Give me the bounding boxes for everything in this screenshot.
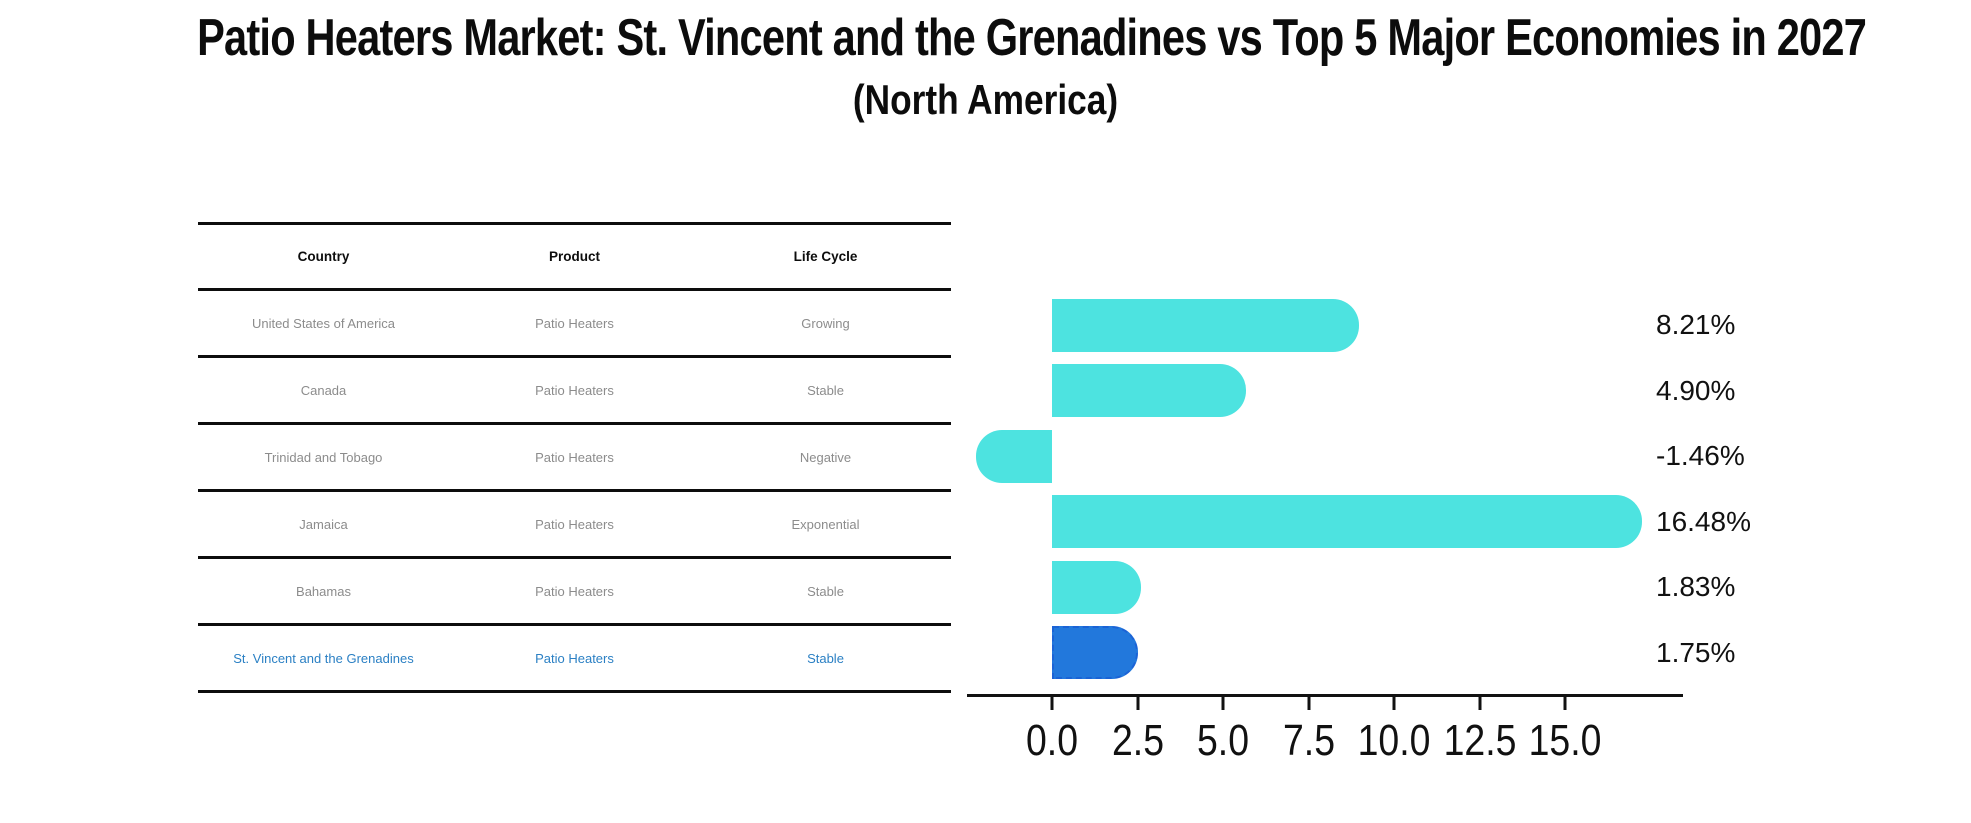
cell-product: Patio Heaters [535, 315, 614, 331]
bar-bahamas [1052, 560, 1142, 614]
x-axis-tick-label: 15.0 [1528, 716, 1602, 765]
cell-life-cycle: Stable [807, 382, 844, 398]
bar-value-label: 16.48% [1656, 505, 1751, 537]
table-row: Canada Patio Heaters Stable [198, 358, 951, 425]
x-axis-tick-label: 2.5 [1111, 716, 1164, 765]
cell-product: Patio Heaters [535, 650, 614, 666]
column-header-country: Country [297, 249, 350, 264]
bar-value-label: 1.75% [1656, 636, 1736, 668]
table-header-row: Country Product Life Cycle [198, 225, 951, 291]
cell-country: Trinidad and Tobago [264, 449, 383, 465]
cell-country: United States of America [251, 315, 396, 331]
table-row: Jamaica Patio Heaters Exponential [198, 492, 951, 559]
bar-value-label: 1.83% [1656, 571, 1736, 602]
cell-country: St. Vincent and the Grenadines [233, 650, 414, 666]
x-axis-line [967, 694, 1683, 697]
cell-product: Patio Heaters [535, 382, 614, 398]
cell-product: Patio Heaters [535, 449, 614, 465]
country-table: Country Product Life Cycle United States… [198, 222, 951, 693]
x-axis-tick [1136, 697, 1139, 710]
bar-canada [1052, 364, 1247, 417]
bar-value-label: -1.46% [1656, 440, 1745, 471]
bar-value-label: 8.21% [1656, 309, 1736, 340]
x-axis-tick-label: 10.0 [1357, 716, 1431, 765]
x-axis-tick-label: 0.0 [1026, 716, 1078, 765]
cell-country: Bahamas [296, 583, 351, 599]
cell-life-cycle: Stable [807, 650, 844, 666]
bar-value-label: 4.90% [1656, 374, 1736, 406]
x-axis-tick-label: 7.5 [1282, 716, 1335, 765]
x-axis-tick [1563, 697, 1567, 710]
x-axis-tick [1050, 697, 1054, 710]
cell-life-cycle: Negative [799, 449, 852, 465]
cell-life-cycle: Stable [807, 583, 844, 599]
bar-trinidad-and-tobago [975, 429, 1052, 483]
cell-product: Patio Heaters [535, 583, 614, 599]
column-header-product: Product [548, 249, 600, 264]
x-axis-tick [1478, 697, 1481, 710]
column-header-life-cycle: Life Cycle [793, 249, 858, 264]
x-axis-tick [1307, 697, 1310, 710]
chart-subtitle: (North America) [852, 76, 1119, 123]
x-axis-tick-label: 5.0 [1197, 716, 1249, 765]
table-row: Bahamas Patio Heaters Stable [198, 559, 951, 626]
table-row: Trinidad and Tobago Patio Heaters Negati… [198, 425, 951, 492]
bar-jamaica [1052, 495, 1643, 548]
cell-life-cycle: Exponential [791, 516, 860, 532]
table-row: United States of America Patio Heaters G… [198, 291, 951, 358]
cell-product: Patio Heaters [535, 516, 614, 532]
x-axis-tick [1392, 697, 1396, 710]
cell-country: Canada [300, 382, 347, 398]
x-axis-tick [1221, 697, 1225, 710]
chart-title: Patio Heaters Market: St. Vincent and th… [197, 9, 1867, 67]
bar-st-vincent-and-the-grenadines [1052, 626, 1139, 679]
x-axis-tick-label: 12.5 [1443, 716, 1516, 765]
cell-life-cycle: Growing [801, 315, 850, 331]
table-row-highlight-st-vincent: St. Vincent and the Grenadines Patio Hea… [198, 626, 951, 693]
bar-united-states-of-america [1052, 298, 1360, 352]
cell-country: Jamaica [299, 516, 348, 532]
